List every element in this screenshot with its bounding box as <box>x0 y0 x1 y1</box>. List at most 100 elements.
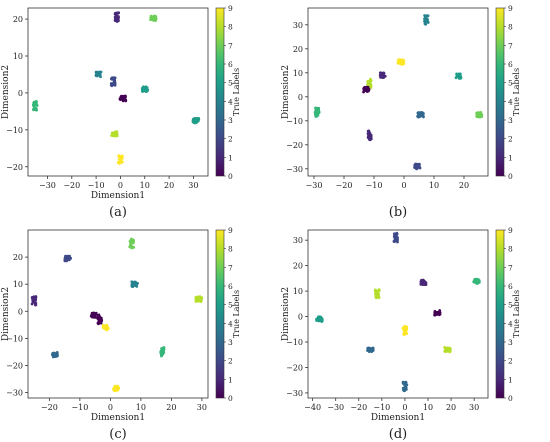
data-point <box>98 315 102 319</box>
data-point <box>110 134 113 137</box>
y-tick-label: 10 <box>13 280 23 289</box>
cluster-label-6 <box>313 106 321 118</box>
x-tick-label: −20 <box>41 403 58 412</box>
plot-frame <box>27 7 209 177</box>
x-tick-label: 10 <box>136 403 146 412</box>
data-point <box>64 258 68 261</box>
data-point <box>56 354 59 358</box>
y-tick-label: −30 <box>286 165 303 174</box>
y-tick-label: −20 <box>6 163 23 172</box>
colorbar-tick-label: 2 <box>228 135 233 144</box>
data-point <box>144 90 148 93</box>
data-point <box>115 132 119 136</box>
y-tick-label: 0 <box>298 313 303 322</box>
data-point <box>368 138 372 141</box>
data-point <box>94 315 98 319</box>
data-point <box>365 90 369 93</box>
colorbar-tick-label: 8 <box>508 23 513 32</box>
y-tick-label: 10 <box>293 287 303 296</box>
data-point <box>142 85 145 89</box>
colorbar-label: True Labels <box>512 290 521 338</box>
data-point <box>131 241 135 245</box>
data-point <box>121 99 125 103</box>
data-point <box>365 86 368 90</box>
data-point <box>98 70 102 74</box>
colorbar <box>495 229 505 399</box>
cluster-label-8 <box>443 346 452 354</box>
cluster-label-0 <box>118 94 128 103</box>
data-point <box>96 321 100 325</box>
cluster-label-7 <box>128 237 136 250</box>
y-axis-label: Dimension2 <box>1 65 11 119</box>
colorbar-tick-label: 9 <box>228 4 233 13</box>
y-tick-label: −10 <box>6 126 23 135</box>
colorbar-tick-label: 2 <box>508 135 513 144</box>
data-point <box>113 388 117 392</box>
x-tick-label: 30 <box>188 181 198 190</box>
cluster-label-3 <box>366 346 375 354</box>
data-point <box>376 294 380 297</box>
data-point <box>404 380 407 384</box>
data-point <box>419 112 423 116</box>
plot-frame <box>27 229 209 399</box>
data-point <box>393 239 397 243</box>
colorbar-tick-label: 0 <box>508 394 513 403</box>
data-point <box>423 16 427 20</box>
data-point <box>113 83 117 87</box>
data-point <box>132 246 136 249</box>
colorbar-tick-label: 6 <box>228 282 233 291</box>
data-point <box>112 79 116 83</box>
y-tick-label: −30 <box>6 389 23 398</box>
scatter-plot-0: −30 −20 −10 0 10 20 30−20−1001020Dimension1Dim… <box>1 4 241 220</box>
data-point <box>116 388 120 392</box>
colorbar-tick-label: 0 <box>508 172 513 181</box>
x-tick-label: 10 <box>429 181 439 190</box>
colorbar-tick-label: 3 <box>228 116 233 125</box>
y-axis-label: Dimension2 <box>281 65 291 119</box>
cluster-label-5 <box>454 72 463 80</box>
data-point <box>382 71 386 75</box>
x-tick-label: −40 <box>304 403 321 412</box>
colorbar-tick-label: 1 <box>228 153 233 162</box>
data-point <box>402 332 406 336</box>
y-tick-label: −20 <box>286 363 303 372</box>
x-tick-label: 0 <box>402 403 407 412</box>
colorbar-tick-label: 0 <box>228 172 233 181</box>
data-point <box>367 346 371 350</box>
colorbar-tick-label: 3 <box>228 338 233 347</box>
cluster-label-1 <box>30 295 38 307</box>
data-point <box>417 114 420 118</box>
cluster-label-1 <box>113 11 121 23</box>
cluster-label-7 <box>149 14 158 22</box>
y-tick-label: 0 <box>18 307 23 316</box>
x-tick-label: 20 <box>164 181 174 190</box>
data-point <box>402 383 406 386</box>
colorbar-tick-label: 3 <box>508 116 513 125</box>
colorbar-tick-label: 5 <box>228 79 233 88</box>
x-axis-label: Dimension1 <box>91 191 145 201</box>
data-point <box>422 112 425 115</box>
y-tick-label: −20 <box>6 361 23 370</box>
colorbar-tick-label: 1 <box>228 375 233 384</box>
data-point <box>34 303 38 307</box>
data-point <box>104 327 108 330</box>
colorbar-tick-label: 4 <box>508 319 513 328</box>
cluster-label-0 <box>433 309 442 317</box>
cluster-label-8 <box>373 288 381 300</box>
data-point <box>415 164 419 168</box>
y-tick-label: −20 <box>286 141 303 150</box>
data-point <box>315 318 319 322</box>
data-point <box>374 296 378 300</box>
data-point <box>377 288 381 292</box>
y-axis-label: Dimension2 <box>281 287 291 341</box>
y-tick-label: 0 <box>18 89 23 98</box>
data-point <box>146 88 149 92</box>
cluster-label-4 <box>94 70 103 79</box>
panel-b: −30 −20 −10 0 10 20 −30 −20 −10 0 10 20 30 Dimension2… <box>280 0 550 220</box>
colorbar-tick-label: 4 <box>228 97 233 106</box>
y-tick-label: 10 <box>293 69 303 78</box>
colorbar-tick-label: 4 <box>508 97 513 106</box>
data-point <box>114 17 118 21</box>
data-point <box>119 98 122 102</box>
colorbar-tick-label: 1 <box>508 375 513 384</box>
